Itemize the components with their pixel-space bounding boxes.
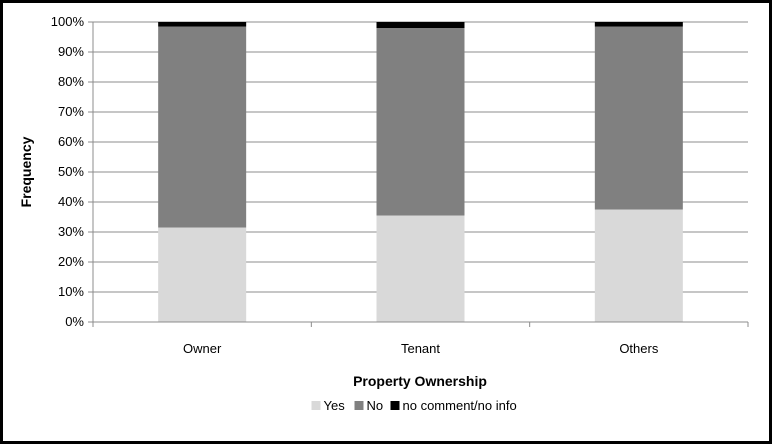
legend-swatch [390, 401, 400, 410]
bar-tenant-no-comment-no-info [376, 22, 465, 28]
bar-others-no-comment-no-info [594, 22, 683, 27]
bar-owner-yes [158, 227, 247, 322]
y-tick-label: 60% [58, 134, 84, 149]
legend-label: no comment/no info [403, 398, 517, 413]
legend-swatch [354, 401, 364, 410]
y-tick-label: 10% [58, 284, 84, 299]
x-tick-label: Others [619, 341, 659, 356]
x-axis-title: Property Ownership [353, 373, 487, 389]
axes [88, 21, 749, 327]
bars [158, 22, 683, 322]
legend: Yes No no comment/no info [311, 398, 517, 413]
y-tick-label: 70% [58, 104, 84, 119]
legend-label: Yes [324, 398, 346, 413]
bar-owner-no [158, 26, 247, 228]
y-tick-label: 50% [58, 164, 84, 179]
x-tick-label: Owner [183, 341, 222, 356]
bar-others-yes [594, 209, 683, 322]
y-tick-label: 80% [58, 74, 84, 89]
bar-owner-no-comment-no-info [158, 22, 247, 27]
x-tick-label: Tenant [401, 341, 440, 356]
legend-swatch [311, 401, 321, 410]
bar-tenant-yes [376, 215, 465, 322]
y-tick-label: 20% [58, 254, 84, 269]
y-axis-title: Frequency [18, 136, 34, 207]
legend-label: No [367, 398, 384, 413]
y-tick-label: 30% [58, 224, 84, 239]
bar-tenant-no [376, 28, 465, 216]
y-tick-label: 0% [65, 314, 84, 329]
y-tick-label: 40% [58, 194, 84, 209]
y-tick-label: 90% [58, 44, 84, 59]
labels: 0% 10% 20% 30% 40% 50% 60% 70% 80% 90% 100% Owner Te… [51, 14, 659, 356]
y-tick-label: 100% [51, 14, 85, 29]
bar-others-no [594, 26, 683, 210]
